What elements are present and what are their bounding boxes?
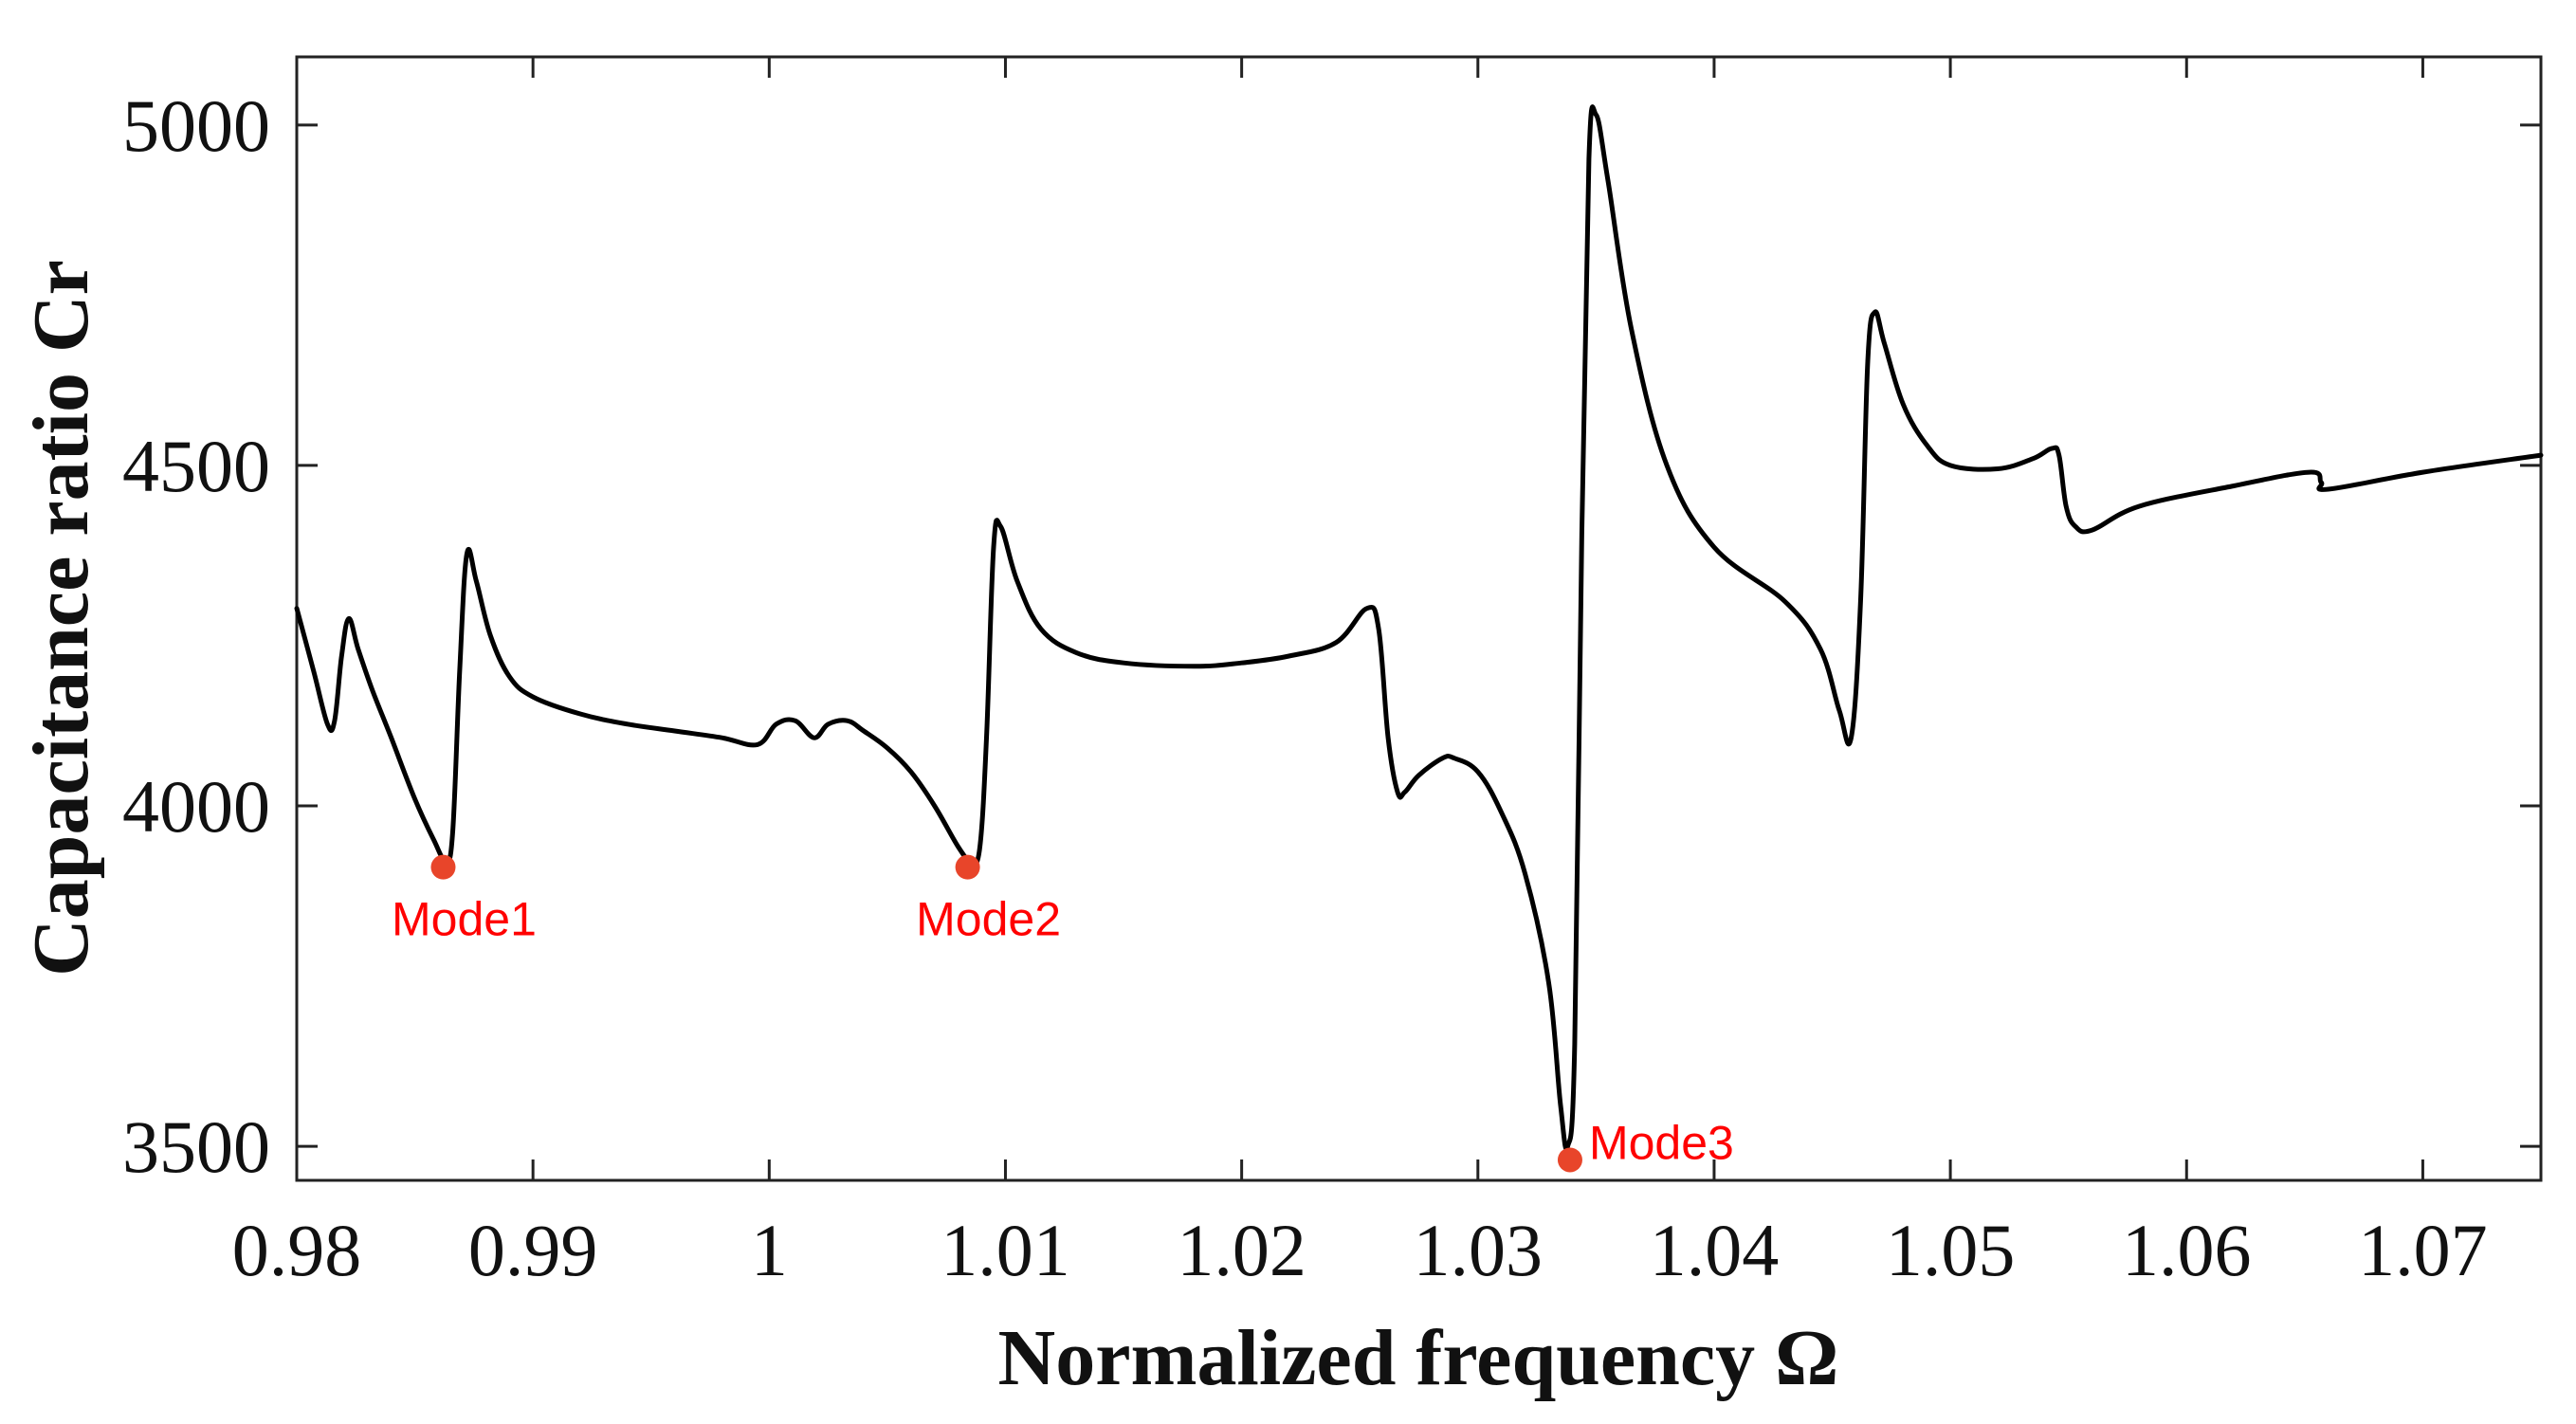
x-tick-label: 1.04	[1650, 1209, 1780, 1291]
x-tick-label: 1	[751, 1209, 788, 1291]
mode-annotations: Mode1 Mode2 Mode3	[392, 854, 1734, 1173]
x-tick-label: 1.02	[1177, 1209, 1306, 1291]
axis-ticks	[295, 57, 2541, 1180]
y-tick-label: 4500	[122, 425, 270, 507]
x-tick-labels: 0.98 0.99 1 1.01 1.02 1.03 1.04 1.05 1.06 1.07	[232, 1209, 2488, 1291]
plot-frame	[295, 55, 2543, 1182]
x-tick-label: 1.06	[2122, 1209, 2252, 1291]
y-tick-labels: 3500 4000 4500 5000	[122, 84, 270, 1188]
mode-label: Mode3	[1589, 1116, 1734, 1169]
x-tick-label: 1.03	[1414, 1209, 1544, 1291]
series-line-cr	[294, 104, 2544, 1152]
x-tick-label: 1.05	[1886, 1209, 2016, 1291]
mode-label: Mode2	[916, 893, 1061, 946]
y-tick-label: 4000	[122, 765, 270, 848]
y-tick-label: 5000	[122, 84, 270, 167]
mode-marker	[955, 854, 980, 880]
x-tick-label: 0.99	[468, 1209, 598, 1291]
y-axis-title: Capacitance ratio Cr	[17, 260, 105, 977]
x-tick-label: 1.07	[2358, 1209, 2488, 1291]
mode-marker	[1557, 1147, 1582, 1173]
x-tick-label: 1.01	[941, 1209, 1070, 1291]
y-tick-label: 3500	[122, 1105, 270, 1188]
x-tick-label: 0.98	[232, 1209, 362, 1291]
x-axis-title: Normalized frequency Ω	[998, 1314, 1839, 1402]
mode-marker	[430, 854, 456, 880]
mode-label: Mode1	[392, 893, 537, 946]
